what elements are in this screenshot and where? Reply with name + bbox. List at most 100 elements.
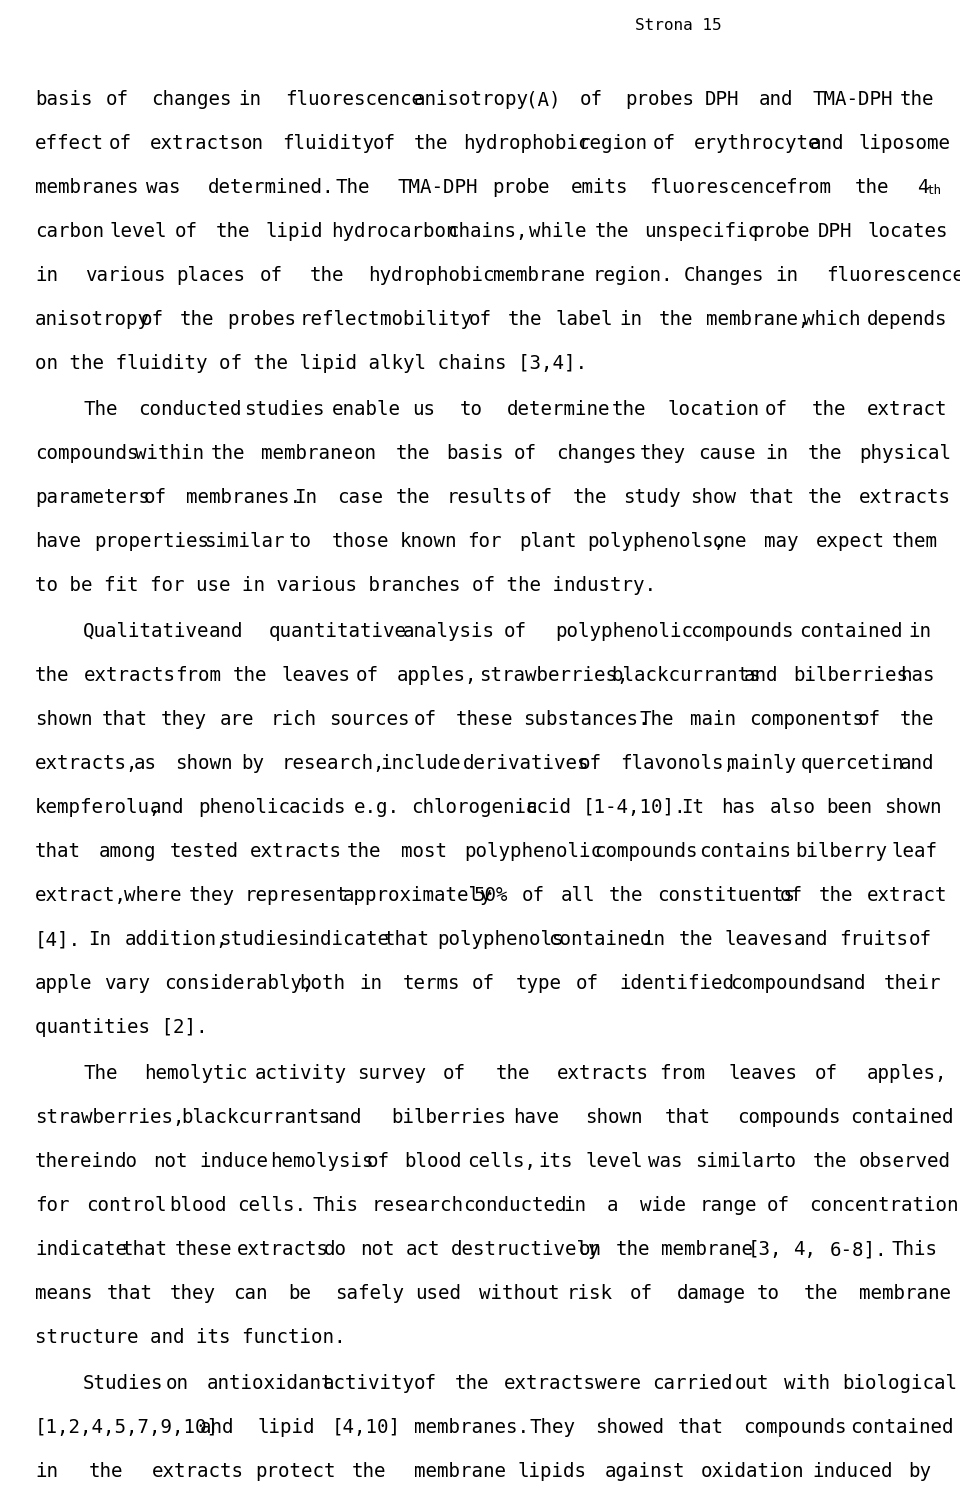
Text: probes: probes [227,309,296,329]
Text: was: was [146,178,180,197]
Text: contained: contained [799,622,902,641]
Text: on: on [579,1239,602,1259]
Text: changes: changes [556,444,636,463]
Text: fluorescence: fluorescence [826,266,960,286]
Text: on: on [165,1374,188,1393]
Text: also: also [770,798,816,816]
Text: oxidation: oxidation [701,1462,804,1482]
Text: show: show [690,487,736,507]
Text: leaves: leaves [282,665,350,685]
Text: of: of [175,221,198,241]
Text: expect: expect [816,532,885,552]
Text: the: the [232,665,267,685]
Text: within: within [135,444,204,463]
Text: the: the [35,665,69,685]
Text: quercetin: quercetin [802,753,904,773]
Text: induced: induced [813,1462,894,1482]
Text: the: the [508,309,542,329]
Text: [1,2,4,5,7,9,10]: [1,2,4,5,7,9,10] [35,1417,219,1437]
Text: from: from [785,178,831,197]
Text: This: This [892,1239,938,1259]
Text: fluorescence: fluorescence [285,90,422,109]
Text: membrane: membrane [492,266,585,286]
Text: of: of [530,487,553,507]
Text: their: their [883,975,941,993]
Text: It: It [681,798,704,816]
Text: be: be [288,1284,311,1304]
Text: derivatives: derivatives [464,753,589,773]
Text: which: which [803,309,860,329]
Text: by: by [241,753,264,773]
Text: they: they [189,887,235,904]
Text: basis: basis [35,90,92,109]
Text: from: from [660,1064,706,1082]
Text: vary: vary [104,975,150,993]
Text: bilberries: bilberries [392,1108,507,1127]
Text: various: various [85,266,165,286]
Text: for: for [35,1196,69,1215]
Text: include: include [381,753,462,773]
Text: on: on [353,444,376,463]
Text: means: means [35,1284,92,1304]
Text: the: the [347,842,381,861]
Text: similar: similar [204,532,284,552]
Text: in: in [619,309,642,329]
Text: against: against [605,1462,685,1482]
Text: flavonols,: flavonols, [620,753,734,773]
Text: cells.: cells. [237,1196,306,1215]
Text: without: without [479,1284,559,1304]
Text: probe: probe [492,178,550,197]
Text: fluorescence: fluorescence [649,178,787,197]
Text: they: they [161,710,207,730]
Text: unspecific: unspecific [644,221,759,241]
Text: The: The [83,401,117,419]
Text: has: has [721,798,756,816]
Text: carbon: carbon [35,221,104,241]
Text: of: of [140,309,163,329]
Text: polyphenolic: polyphenolic [465,842,603,861]
Text: parameters: parameters [35,487,150,507]
Text: the: the [616,1239,651,1259]
Text: activity: activity [323,1374,415,1393]
Text: membrane: membrane [414,1462,506,1482]
Text: to: to [289,532,312,552]
Text: carried: carried [653,1374,732,1393]
Text: properties: properties [95,532,209,552]
Text: most: most [401,842,447,861]
Text: apples,: apples, [397,665,477,685]
Text: extract: extract [867,401,948,419]
Text: that: that [665,1108,711,1127]
Text: rich: rich [271,710,317,730]
Text: that: that [749,487,795,507]
Text: in: in [35,266,58,286]
Text: contains: contains [699,842,791,861]
Text: compounds: compounds [743,1417,847,1437]
Text: [4].: [4]. [35,930,81,949]
Text: considerably,: considerably, [164,975,314,993]
Text: analysis: analysis [403,622,495,641]
Text: of: of [471,975,494,993]
Text: studies: studies [244,401,324,419]
Text: induce: induce [199,1153,268,1171]
Text: to: to [774,1153,797,1171]
Text: and: and [744,665,779,685]
Text: the: the [216,221,251,241]
Text: identified: identified [620,975,734,993]
Text: contained: contained [548,930,652,949]
Text: from: from [175,665,221,685]
Text: of: of [356,665,379,685]
Text: lipids: lipids [517,1462,587,1482]
Text: the: the [414,135,448,152]
Text: Studies: Studies [83,1374,163,1393]
Text: chains,: chains, [446,221,527,241]
Text: plant: plant [519,532,576,552]
Text: probes: probes [626,90,695,109]
Text: TMA-DPH: TMA-DPH [813,90,894,109]
Text: do: do [324,1239,347,1259]
Text: not: not [361,1239,396,1259]
Text: polyphenols: polyphenols [437,930,564,949]
Text: them: them [892,532,938,552]
Text: acids: acids [289,798,346,816]
Text: mainly: mainly [727,753,796,773]
Text: of: of [106,90,129,109]
